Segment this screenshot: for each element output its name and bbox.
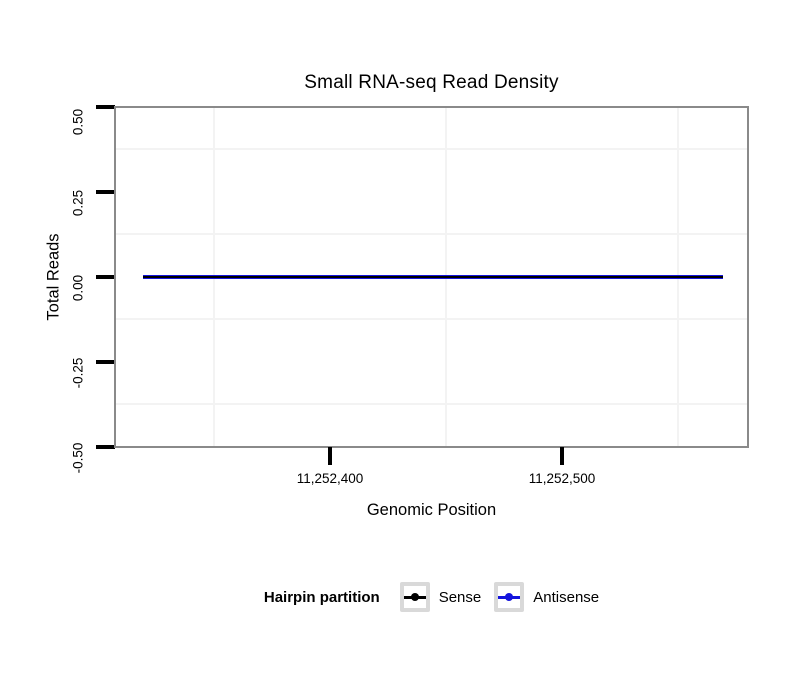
- chart-title: Small RNA-seq Read Density: [304, 72, 559, 93]
- sense-point-glyph-icon: [410, 593, 419, 601]
- x-tick-mark: [560, 447, 564, 465]
- y-tick-label: -0.50: [70, 442, 86, 474]
- y-tick-label: -0.25: [70, 357, 86, 389]
- x-tick-label: 11,252,400: [296, 471, 364, 486]
- legend-title: Hairpin partition: [263, 588, 380, 606]
- y-tick-mark: [96, 445, 115, 449]
- y-tick-label: 0.25: [70, 189, 86, 217]
- minor-gridline-horizontal: [115, 403, 748, 405]
- y-tick-mark: [96, 190, 115, 194]
- legend-key-sense: [399, 582, 430, 612]
- legend: Hairpin partition Sense Antisense: [115, 578, 748, 616]
- y-tick-mark: [96, 360, 115, 364]
- legend-label-sense: Sense: [438, 588, 482, 606]
- y-tick-mark: [96, 105, 115, 109]
- minor-gridline-horizontal: [115, 318, 748, 320]
- legend-key-antisense: [494, 582, 525, 612]
- minor-gridline-horizontal: [115, 148, 748, 150]
- minor-gridline-horizontal: [115, 233, 748, 235]
- x-tick-label: 11,252,500: [528, 471, 596, 486]
- antisense-point-glyph-icon: [505, 593, 514, 601]
- sense-data-line: [143, 276, 723, 278]
- y-tick-mark: [96, 275, 115, 279]
- y-tick-label: 0.50: [70, 108, 86, 136]
- y-axis-title: Total Reads: [44, 233, 63, 321]
- legend-label-antisense: Antisense: [533, 588, 600, 606]
- x-axis-title: Genomic Position: [366, 501, 497, 519]
- plot-panel: [114, 106, 749, 448]
- y-tick-label: 0.00: [70, 274, 86, 302]
- x-tick-mark: [328, 447, 332, 465]
